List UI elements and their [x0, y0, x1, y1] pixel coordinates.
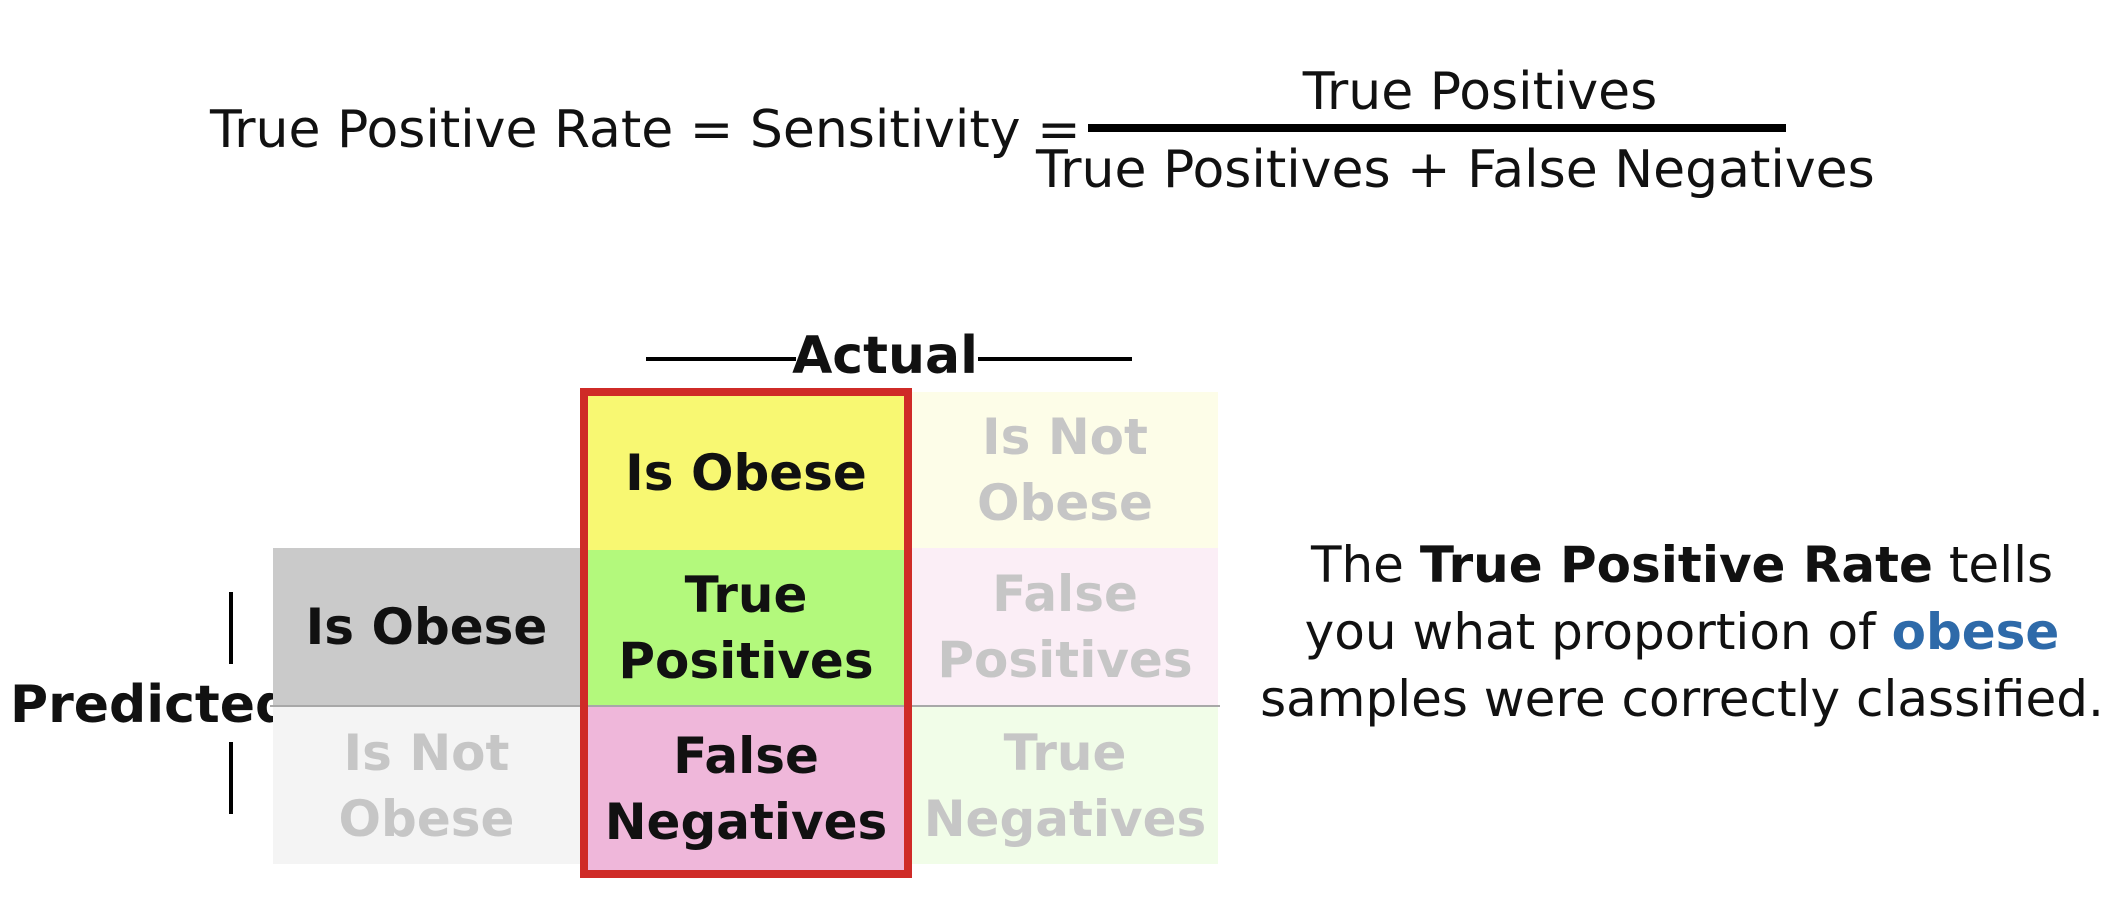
highlight-box [580, 388, 912, 878]
col-header-is-obese: Is Obese [588, 396, 904, 550]
description-part2: tells you what proportion of [1304, 536, 2054, 661]
cell-true-positives: True Positives [588, 550, 904, 705]
cell-false-negatives-line2: Negatives [604, 792, 888, 851]
cell-false-negatives-line1: False [673, 726, 819, 785]
description-accent: obese [1891, 603, 2060, 661]
actual-line-right [978, 357, 1132, 361]
actual-label: Actual [792, 326, 978, 386]
cell-false-positives-line1: False [992, 564, 1138, 623]
cell-true-positives-line1: True [684, 565, 808, 624]
cell-false-positives-line2: Positives [937, 630, 1193, 689]
predicted-label: Predicted [10, 675, 293, 735]
description-bold: True Positive Rate [1419, 536, 1933, 594]
row-header-is-obese-label: Is Obese [305, 597, 548, 656]
col-header-is-not-obese-line1: Is Not [982, 408, 1148, 466]
description-text: The True Positive Rate tells you what pr… [1258, 532, 2106, 733]
row-header-is-not-obese-line1: Is Not [343, 723, 510, 782]
predicted-line-bottom [229, 742, 233, 814]
predicted-line-top [229, 592, 233, 664]
fraction-bar [1088, 124, 1786, 132]
cell-false-negatives: False Negatives [588, 707, 904, 870]
cell-true-positives-line2: Positives [618, 631, 874, 690]
col-header-is-not-obese: Is Not Obese [912, 392, 1218, 548]
row-divider [270, 705, 1220, 707]
cell-true-negatives-line2: Negatives [923, 789, 1207, 848]
col-header-is-not-obese-line2: Obese [977, 474, 1153, 532]
row-header-is-not-obese: Is Not Obese [273, 707, 580, 864]
col-header-is-obese-label: Is Obese [625, 444, 867, 502]
description-part3: samples were correctly classified. [1260, 670, 2104, 728]
cell-true-negatives-line1: True [1003, 723, 1127, 782]
description-part1: The [1310, 536, 1420, 594]
formula-numerator: True Positives [1302, 62, 1658, 122]
cell-false-positives: False Positives [912, 548, 1218, 705]
formula-denominator: True Positives + False Negatives [1036, 140, 1875, 200]
actual-line-left [646, 357, 796, 361]
row-header-is-not-obese-line2: Obese [338, 789, 515, 848]
formula-lhs: True Positive Rate = Sensitivity = [210, 100, 1081, 160]
cell-true-negatives: True Negatives [912, 707, 1218, 864]
row-header-is-obese: Is Obese [273, 548, 580, 705]
